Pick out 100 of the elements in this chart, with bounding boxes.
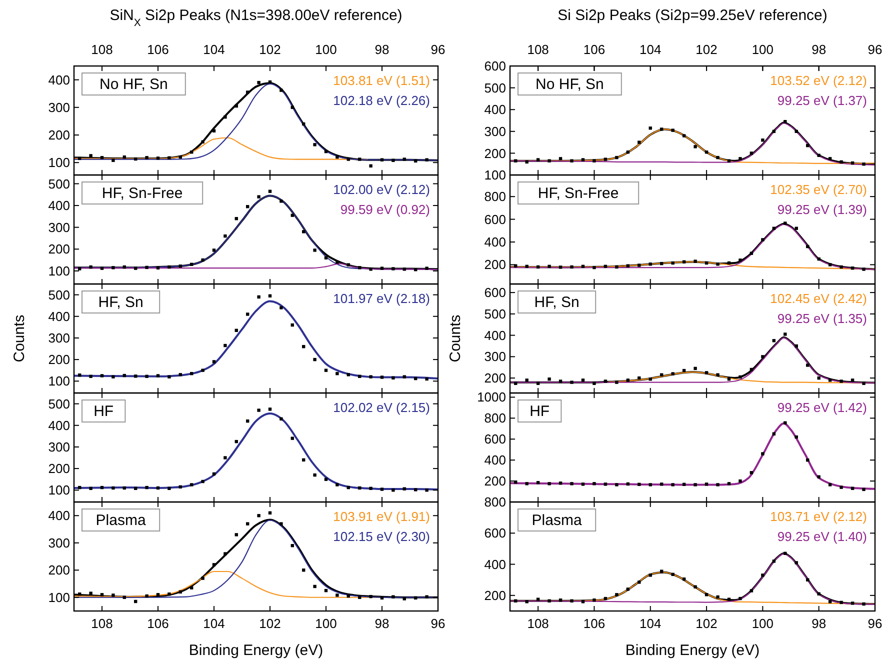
point [638, 376, 641, 380]
point [727, 482, 731, 486]
line-series [510, 261, 875, 270]
annotation: HF, Sn [98, 294, 144, 311]
point [201, 480, 204, 484]
y-tick-label: 100 [48, 155, 70, 170]
point [313, 143, 316, 146]
point [112, 158, 115, 162]
y-tick-label: 800 [484, 410, 506, 426]
point [224, 234, 227, 238]
line-series [510, 422, 875, 490]
point [840, 486, 843, 489]
point [145, 266, 148, 270]
point [738, 258, 742, 262]
point [190, 586, 194, 590]
y-tick-label: 500 [48, 176, 70, 192]
point [257, 295, 260, 299]
x2-tick-label: 100 [752, 42, 774, 57]
point [514, 264, 518, 268]
y-tick-label: 100 [48, 263, 70, 278]
point [336, 483, 339, 486]
series-label: 99.25 eV (1.40) [777, 529, 867, 544]
point [100, 593, 104, 596]
point [425, 377, 428, 381]
text: 102.45 eV (2.42) [770, 291, 867, 306]
x2-tick-label: 108 [91, 42, 113, 57]
y-tick-label: 600 [484, 526, 506, 541]
point [313, 473, 316, 477]
point [168, 375, 171, 378]
x-tick-label: 100 [752, 616, 774, 631]
x-tick-label: 108 [91, 616, 113, 631]
point [336, 594, 339, 597]
point [402, 158, 406, 161]
point [570, 599, 574, 602]
y-tick-label: 300 [48, 220, 70, 235]
point [558, 266, 562, 269]
point [570, 380, 574, 384]
point [201, 576, 204, 580]
point [682, 134, 686, 138]
point [716, 373, 720, 376]
point [784, 552, 787, 555]
x-tick-label: 98 [812, 616, 826, 631]
point [246, 522, 250, 526]
point [290, 436, 294, 440]
point [817, 475, 820, 478]
point [772, 560, 776, 563]
x2-tick-label: 96 [868, 42, 882, 57]
point [280, 306, 283, 310]
point [212, 563, 216, 566]
point [402, 375, 406, 378]
x2-tick-label: 100 [315, 42, 337, 57]
point [346, 158, 350, 161]
point [548, 264, 551, 268]
point [402, 597, 406, 600]
point [212, 129, 216, 132]
point [78, 267, 82, 270]
point [324, 368, 328, 372]
x2-tick-label: 104 [640, 42, 662, 57]
point [817, 154, 820, 157]
x-tick-label: 98 [374, 616, 390, 631]
point [784, 421, 787, 424]
point [369, 486, 372, 490]
x-axis-title: Binding Energy (eV) [188, 642, 324, 659]
point [761, 138, 764, 142]
point [592, 159, 596, 162]
point [548, 378, 551, 381]
annotation: Plasma [96, 512, 146, 529]
y-tick-label: 400 [48, 72, 70, 88]
point [201, 258, 204, 262]
x2-tick-label: 106 [583, 42, 606, 57]
y-tick-label: 400 [48, 308, 70, 324]
point [761, 574, 764, 577]
point [290, 214, 294, 217]
y-tick-label: 300 [48, 440, 70, 455]
y-tick-label: 400 [48, 508, 70, 524]
point [224, 115, 227, 119]
point [234, 533, 238, 536]
point [738, 375, 742, 379]
point [704, 482, 708, 486]
point [425, 266, 428, 270]
x2-tick-label: 106 [147, 42, 169, 57]
point [862, 382, 866, 385]
point [828, 263, 832, 266]
annotation: HF [94, 403, 114, 420]
point [190, 483, 194, 486]
point [548, 159, 551, 162]
point [145, 594, 148, 598]
text: 102.02 eV (2.15) [333, 400, 430, 415]
point [626, 588, 630, 591]
point [224, 456, 227, 460]
point [280, 522, 283, 526]
point [581, 158, 585, 162]
point [615, 483, 618, 486]
point [392, 158, 395, 162]
point [100, 266, 104, 270]
text: 103.91 eV (1.91) [333, 509, 430, 524]
point [592, 482, 596, 486]
point [558, 157, 562, 160]
point [727, 598, 731, 601]
point [660, 482, 664, 486]
